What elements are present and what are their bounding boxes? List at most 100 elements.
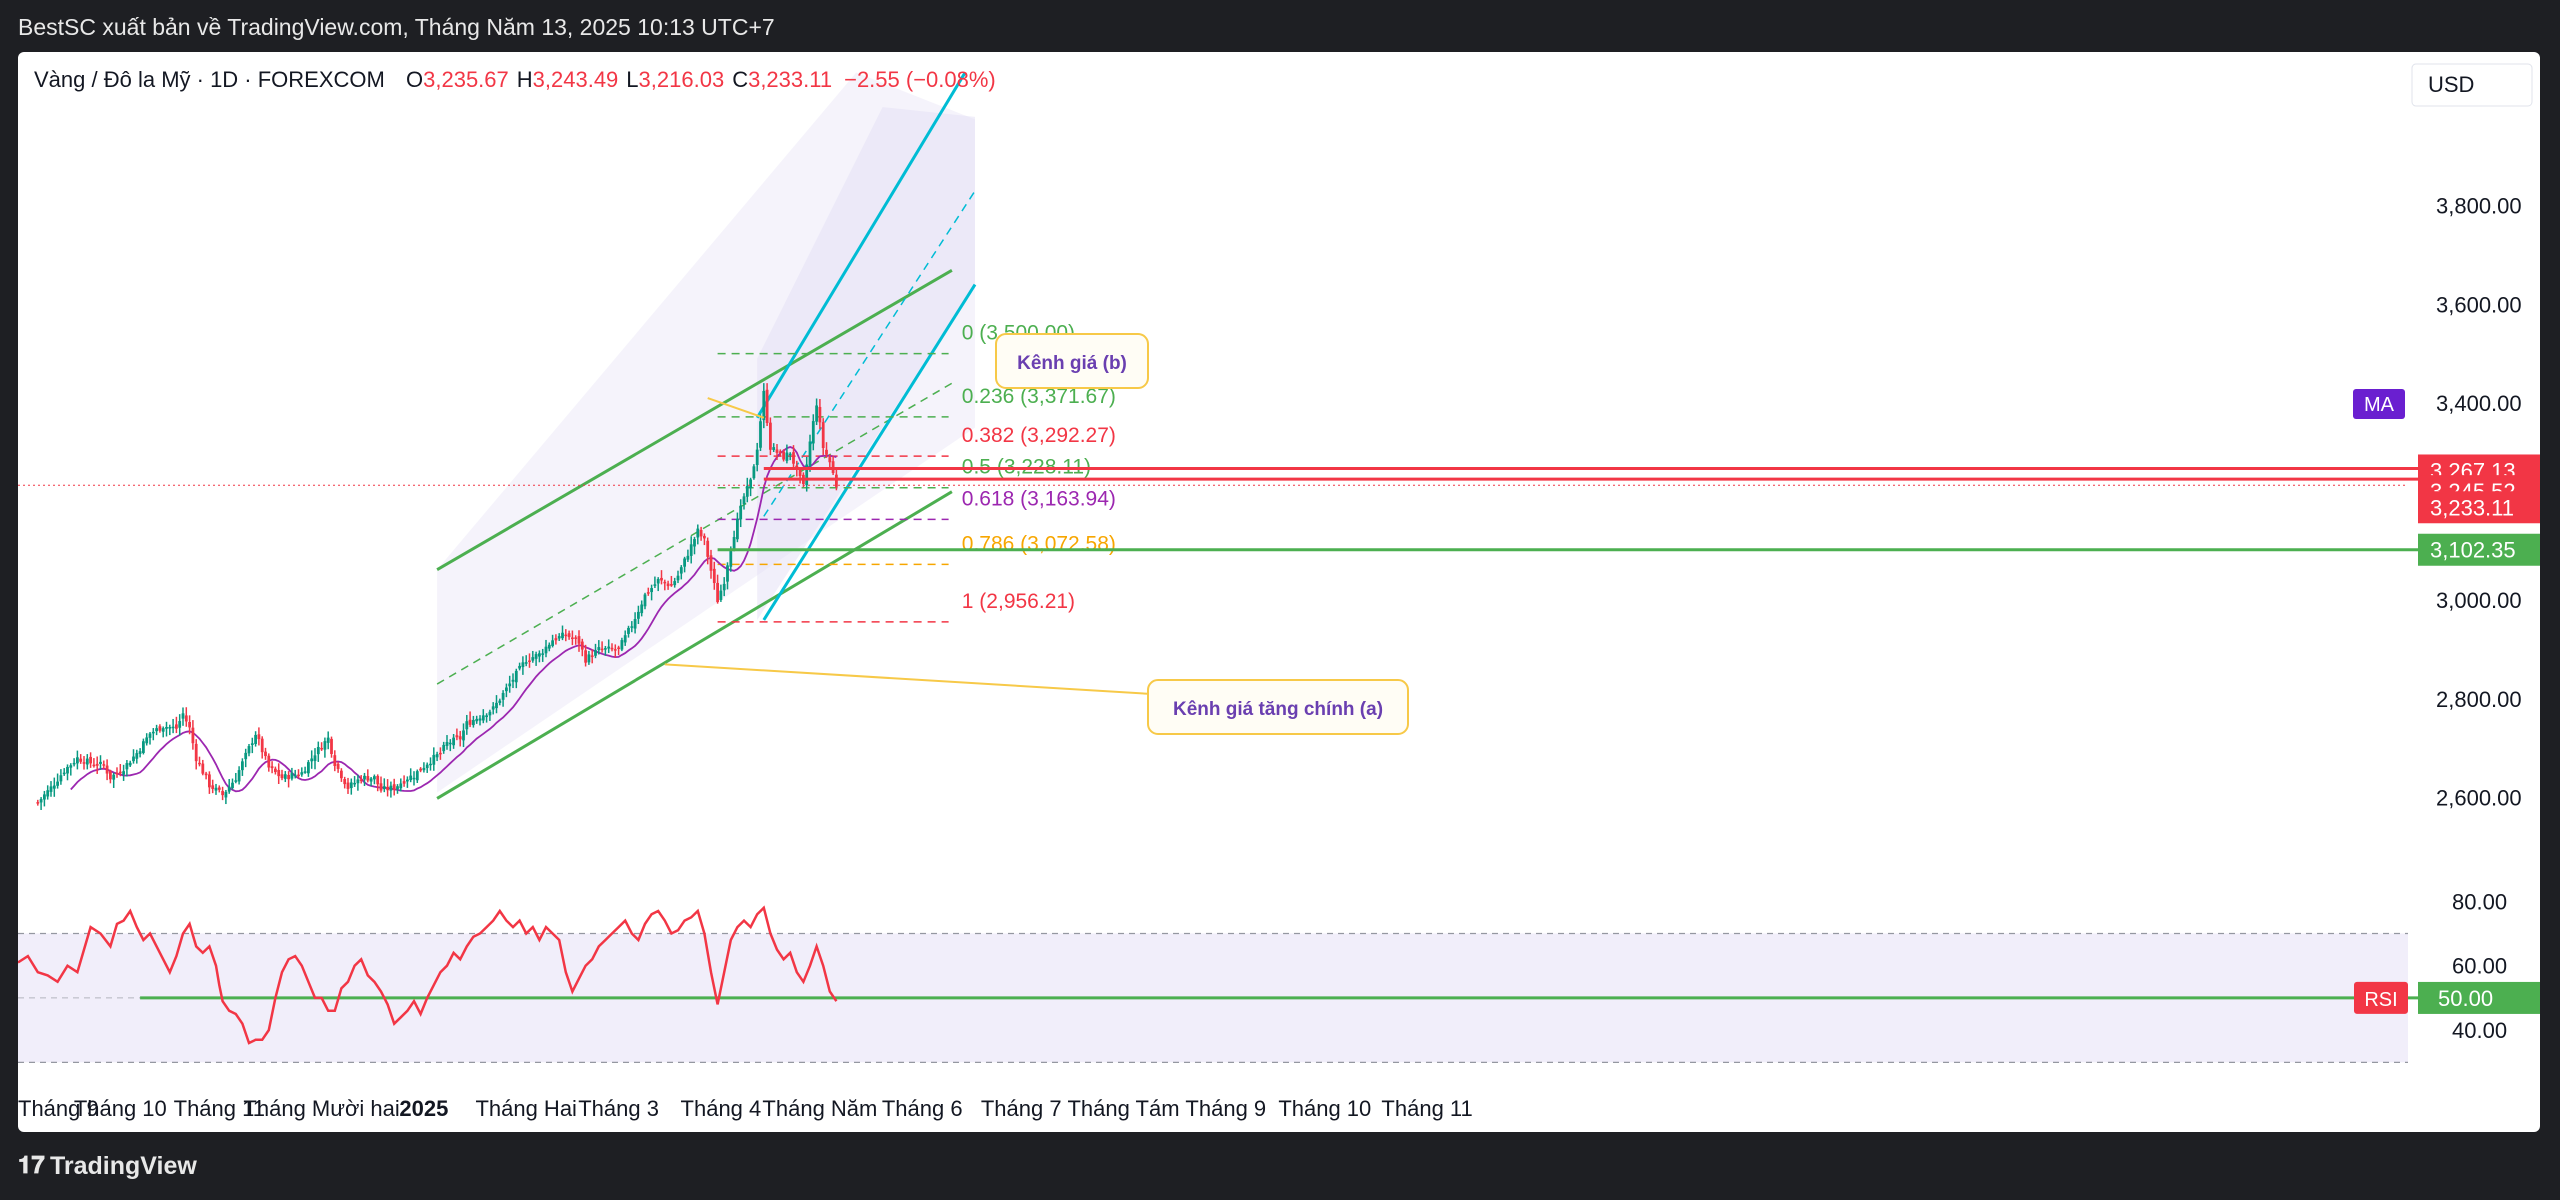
candle-body xyxy=(326,737,330,743)
candle-body xyxy=(429,763,432,766)
note-a-text: Kênh giá tăng chính (a) xyxy=(1173,699,1383,720)
candle-body xyxy=(270,766,274,769)
moving-average-layer xyxy=(70,446,837,793)
candle-body xyxy=(590,655,594,657)
main-channel-lower-line xyxy=(436,490,953,800)
candle-body xyxy=(36,802,40,804)
candle-body xyxy=(468,719,472,725)
candle-body xyxy=(99,761,102,764)
candle-body xyxy=(198,762,201,765)
candle-body xyxy=(600,648,604,651)
candle-body xyxy=(742,496,746,504)
candle-body xyxy=(792,452,795,464)
candle-body xyxy=(52,785,56,789)
candle-body xyxy=(148,733,152,738)
candle-body xyxy=(571,637,574,640)
price-axis[interactable]: 2,600.002,800.003,000.003,200.003,400.00… xyxy=(2353,194,2540,1043)
candle-body xyxy=(815,405,818,422)
candle-body xyxy=(105,765,109,774)
candle-body xyxy=(237,770,241,782)
rsi-tick-label: 80.00 xyxy=(2452,889,2507,914)
candle-body xyxy=(478,718,482,721)
candle-body xyxy=(214,787,218,791)
candle-body xyxy=(250,743,254,745)
candle-body xyxy=(363,775,366,780)
candle-body xyxy=(673,581,677,586)
candle-body xyxy=(531,657,535,661)
candle-body xyxy=(323,741,327,750)
candle-body xyxy=(785,452,789,461)
price-badge-label: 3,233.11 xyxy=(2430,495,2514,520)
candle-body xyxy=(475,718,479,722)
candle-body xyxy=(257,734,261,740)
note-a-pointer xyxy=(664,663,1151,695)
chart-panel[interactable]: 0 (3,500.00)0.236 (3,371.67)0.382 (3,292… xyxy=(18,52,2540,1132)
candle-body xyxy=(722,583,726,591)
candle-body xyxy=(349,782,353,789)
candle-body xyxy=(333,755,337,767)
candle-body xyxy=(43,794,46,800)
candle-body xyxy=(617,647,620,649)
candle-body xyxy=(181,713,185,719)
candle-body xyxy=(472,720,475,726)
price-tick-label: 3,800.00 xyxy=(2436,194,2522,219)
candle-body xyxy=(138,751,142,754)
candle-body xyxy=(574,637,578,639)
candle-body xyxy=(128,762,132,766)
channel-layer xyxy=(436,71,977,800)
footer-brand[interactable]: TradingView xyxy=(50,1152,197,1180)
candle-body xyxy=(501,692,505,700)
rsi-line xyxy=(18,905,838,1045)
candles-layer xyxy=(36,383,838,810)
candle-body xyxy=(798,468,802,477)
time-tick-label: Tháng 11 xyxy=(174,1096,265,1121)
candle-body xyxy=(320,747,323,750)
candle-body xyxy=(72,762,76,765)
inner-channel-mid-line xyxy=(763,190,976,517)
candle-body xyxy=(277,769,281,777)
candle-body xyxy=(703,535,706,539)
time-tick-label: Tháng 7 xyxy=(981,1096,1062,1121)
candle-body xyxy=(49,786,53,792)
price-chart[interactable]: 0 (3,500.00)0.236 (3,371.67)0.382 (3,292… xyxy=(18,52,2540,1132)
candle-body xyxy=(630,626,634,628)
publisher-bar: BestSC xuất bản về TradingView.com, Thán… xyxy=(0,0,2560,52)
note-b-pointer xyxy=(707,397,765,419)
currency-selector[interactable]: USD xyxy=(2411,63,2533,107)
currency-box[interactable] xyxy=(2411,63,2533,107)
candle-body xyxy=(462,730,465,741)
candle-body xyxy=(455,735,459,738)
candle-body xyxy=(155,728,158,732)
main-channel-mid-line xyxy=(436,382,953,685)
candle-body xyxy=(56,781,59,786)
candle-body xyxy=(686,555,690,560)
change-value: −2.55 (−0.08%) xyxy=(844,67,996,92)
candle-body xyxy=(382,786,386,790)
candle-body xyxy=(732,537,736,550)
candle-body xyxy=(158,726,162,731)
price-badge-box xyxy=(2418,491,2540,524)
candle-body xyxy=(412,777,416,780)
candle-body xyxy=(69,765,73,768)
time-tick-label: Tháng 9 xyxy=(18,1096,99,1121)
candle-body xyxy=(366,776,370,781)
candle-body xyxy=(184,715,188,722)
note-b-box xyxy=(995,333,1149,389)
candle-body xyxy=(778,451,782,453)
candle-body xyxy=(561,632,564,639)
candle-body xyxy=(604,648,607,650)
candle-body xyxy=(340,770,343,779)
candle-body xyxy=(788,453,792,456)
candle-body xyxy=(745,485,749,497)
candle-body xyxy=(755,449,759,466)
open-value: 3,235.67 xyxy=(423,67,509,92)
candle-body xyxy=(359,779,363,781)
candle-body xyxy=(171,726,175,729)
candle-body xyxy=(765,389,769,424)
candle-body xyxy=(584,650,587,663)
candle-body xyxy=(514,670,518,683)
candle-body xyxy=(442,744,446,752)
open-label: O xyxy=(406,67,423,92)
candle-body xyxy=(729,548,733,567)
